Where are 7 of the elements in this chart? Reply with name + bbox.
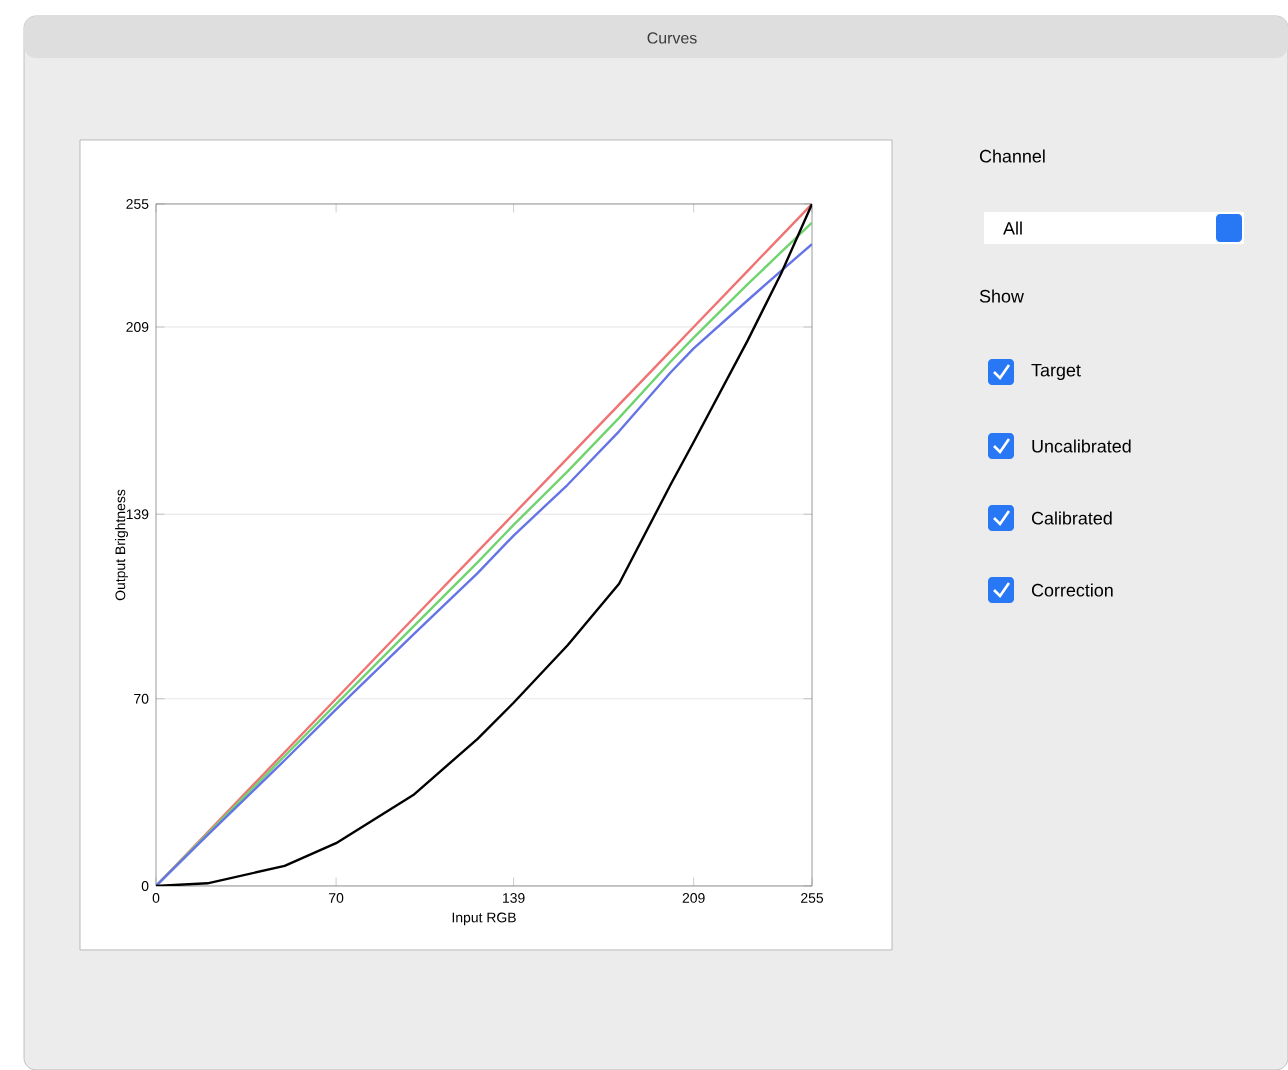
- text: Channel: [979, 149, 1045, 163]
- text: All: [1003, 221, 1022, 235]
- text: Show: [979, 289, 1024, 303]
- text: Correction: [1031, 583, 1113, 597]
- text: Uncalibrated: [1032, 439, 1131, 453]
- text: Calibrated: [1031, 511, 1112, 525]
- text: Target: [1031, 363, 1081, 380]
